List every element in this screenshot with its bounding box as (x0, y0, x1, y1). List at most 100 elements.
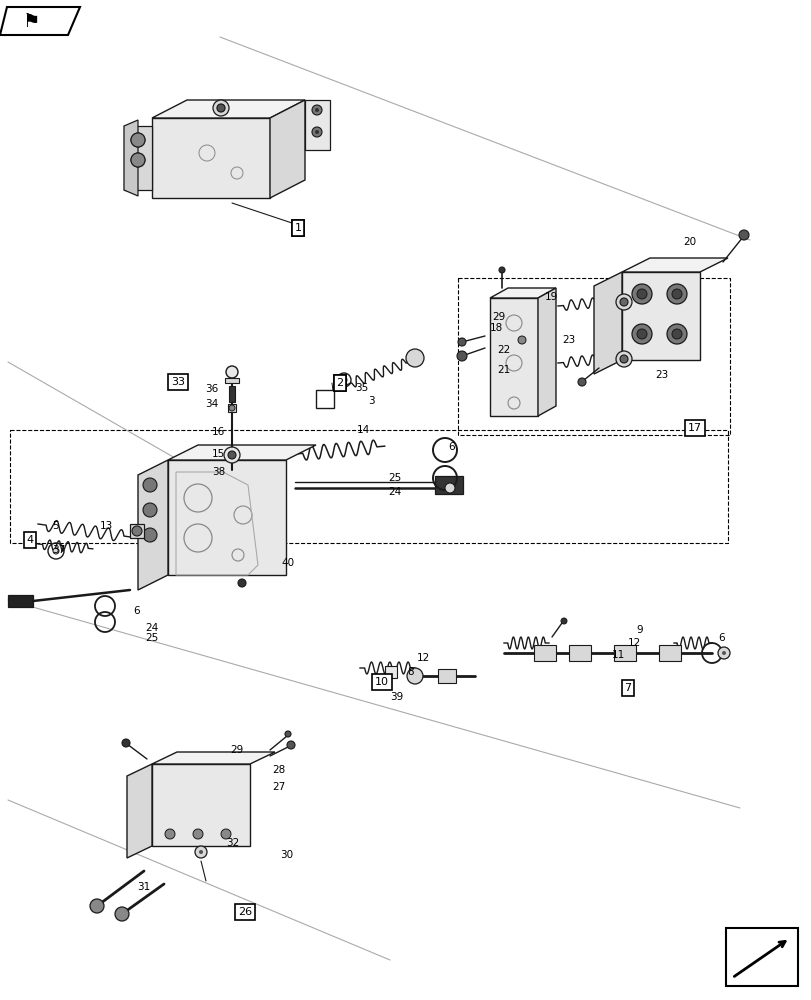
Bar (229, 386, 234, 402)
Circle shape (717, 647, 729, 659)
Circle shape (406, 349, 423, 367)
Bar (130, 524, 144, 538)
Bar (534, 645, 556, 661)
Text: ⚑: ⚑ (24, 13, 41, 32)
Text: 25: 25 (145, 633, 158, 643)
Text: 19: 19 (544, 292, 558, 302)
Text: 31: 31 (137, 882, 150, 892)
Circle shape (721, 651, 725, 655)
Circle shape (143, 528, 157, 542)
Polygon shape (621, 272, 699, 360)
Text: 36: 36 (204, 384, 218, 394)
Text: 23: 23 (654, 370, 667, 380)
Circle shape (616, 351, 631, 367)
Circle shape (672, 289, 681, 299)
Polygon shape (168, 460, 285, 575)
Polygon shape (489, 298, 538, 416)
Circle shape (143, 478, 157, 492)
Text: 6: 6 (717, 633, 723, 643)
Circle shape (666, 324, 686, 344)
Circle shape (315, 130, 319, 134)
Text: 40: 40 (281, 558, 294, 568)
Text: 22: 22 (496, 345, 509, 355)
Circle shape (131, 153, 145, 167)
Text: 5: 5 (52, 521, 58, 531)
Polygon shape (270, 100, 305, 198)
Circle shape (165, 829, 175, 839)
Text: 6: 6 (133, 606, 139, 616)
Text: 20: 20 (682, 237, 695, 247)
Polygon shape (538, 288, 556, 416)
Circle shape (131, 133, 145, 147)
Circle shape (195, 846, 207, 858)
Text: 30: 30 (280, 850, 293, 860)
Text: 15: 15 (212, 449, 225, 459)
Text: 6: 6 (448, 442, 454, 452)
Text: 26: 26 (238, 907, 251, 917)
Text: 39: 39 (389, 692, 403, 702)
Circle shape (311, 127, 322, 137)
Bar (384, 666, 397, 678)
Text: 2: 2 (336, 378, 343, 388)
Circle shape (238, 579, 246, 587)
Circle shape (444, 483, 454, 493)
Text: 3: 3 (367, 396, 374, 406)
Circle shape (616, 294, 631, 310)
Text: 12: 12 (417, 653, 430, 663)
Circle shape (199, 850, 203, 854)
Bar (315, 390, 333, 408)
Circle shape (636, 329, 646, 339)
Circle shape (457, 338, 466, 346)
Polygon shape (168, 445, 315, 460)
Circle shape (286, 741, 294, 749)
Text: 10: 10 (375, 677, 388, 687)
Polygon shape (152, 118, 270, 198)
Text: 37: 37 (52, 545, 65, 555)
Circle shape (131, 153, 145, 167)
Text: 28: 28 (272, 765, 285, 775)
Polygon shape (305, 100, 329, 150)
Circle shape (132, 526, 142, 536)
Bar (8, 595, 33, 607)
Polygon shape (594, 272, 621, 374)
Text: 38: 38 (212, 467, 225, 477)
Circle shape (457, 351, 466, 361)
Circle shape (53, 548, 59, 554)
Bar (659, 645, 680, 661)
Circle shape (517, 336, 526, 344)
Text: 32: 32 (225, 838, 239, 848)
Polygon shape (152, 764, 250, 846)
Circle shape (666, 284, 686, 304)
Text: 25: 25 (388, 473, 401, 483)
Text: 17: 17 (687, 423, 702, 433)
Circle shape (738, 230, 748, 240)
Polygon shape (124, 126, 152, 190)
Circle shape (406, 668, 423, 684)
Text: 29: 29 (491, 312, 504, 322)
Text: 27: 27 (272, 782, 285, 792)
Circle shape (115, 907, 129, 921)
Circle shape (224, 447, 240, 463)
Polygon shape (152, 752, 275, 764)
Text: 33: 33 (171, 377, 185, 387)
Text: 7: 7 (624, 683, 631, 693)
Polygon shape (489, 288, 556, 298)
Text: 29: 29 (230, 745, 243, 755)
Text: 4: 4 (27, 535, 33, 545)
Circle shape (122, 739, 130, 747)
Text: 12: 12 (627, 638, 641, 648)
Circle shape (311, 105, 322, 115)
Circle shape (228, 451, 236, 459)
Circle shape (620, 355, 627, 363)
Circle shape (620, 298, 627, 306)
Text: 14: 14 (357, 425, 370, 435)
Text: 23: 23 (561, 335, 574, 345)
Circle shape (217, 104, 225, 112)
Text: 24: 24 (388, 487, 401, 497)
Text: 13: 13 (100, 521, 113, 531)
Text: 34: 34 (204, 399, 218, 409)
Polygon shape (138, 460, 168, 590)
Circle shape (212, 100, 229, 116)
Text: 11: 11 (611, 650, 624, 660)
Polygon shape (621, 258, 727, 272)
